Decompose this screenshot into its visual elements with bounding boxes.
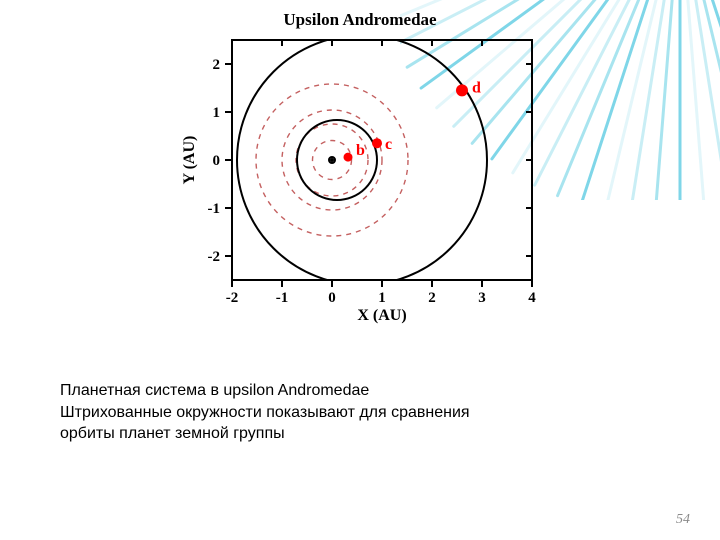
svg-text:3: 3 xyxy=(478,290,486,306)
svg-text:-2: -2 xyxy=(208,249,221,265)
svg-text:X (AU): X (AU) xyxy=(357,307,406,324)
caption-line: Штрихованные окружности показывают для с… xyxy=(60,402,660,424)
svg-text:2: 2 xyxy=(428,290,436,306)
svg-text:2: 2 xyxy=(213,57,221,73)
svg-text:b: b xyxy=(356,142,365,159)
chart-container: Upsilon Andromedae -2 -1 0 1 2 3 4 -2 -1 0 1 2 X (AU… xyxy=(180,10,540,326)
svg-text:4: 4 xyxy=(528,290,536,306)
caption-line: орбиты планет земной группы xyxy=(60,423,660,445)
orbit-plot-svg: -2 -1 0 1 2 3 4 -2 -1 0 1 2 X (AU) Y (AU) b c d xyxy=(180,32,542,326)
svg-text:-1: -1 xyxy=(208,201,221,217)
svg-text:c: c xyxy=(385,136,392,153)
svg-text:1: 1 xyxy=(213,105,221,121)
caption: Планетная система в upsilon Andromedae Ш… xyxy=(60,380,660,445)
svg-text:-2: -2 xyxy=(226,290,239,306)
chart-title: Upsilon Andromedae xyxy=(180,10,540,30)
svg-text:Y (AU): Y (AU) xyxy=(181,136,198,185)
svg-text:1: 1 xyxy=(378,290,386,306)
caption-line: Планетная система в upsilon Andromedae xyxy=(60,380,660,402)
svg-text:d: d xyxy=(472,79,481,96)
svg-text:-1: -1 xyxy=(276,290,289,306)
plot-area: -2 -1 0 1 2 3 4 -2 -1 0 1 2 X (AU) Y (AU) b c d xyxy=(180,32,540,326)
svg-text:0: 0 xyxy=(213,153,221,169)
svg-text:0: 0 xyxy=(328,290,336,306)
page-number: 54 xyxy=(676,512,690,528)
